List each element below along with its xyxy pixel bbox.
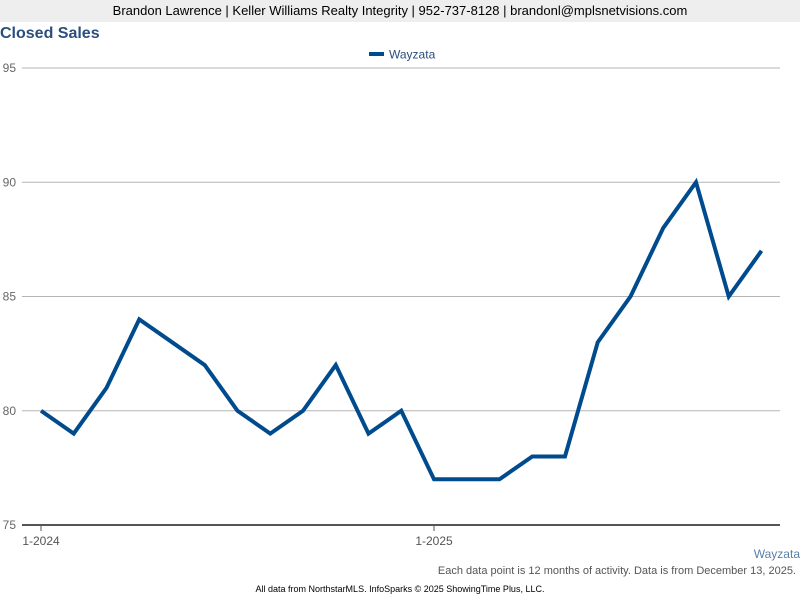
legend: Wayzata <box>369 48 436 62</box>
series-line-wayzata <box>39 177 764 482</box>
legend-label: Wayzata <box>389 48 436 62</box>
chart-title: Closed Sales <box>0 25 100 42</box>
footnote: Each data point is 12 months of activity… <box>437 565 796 577</box>
x-tick-label: 1-2025 <box>415 534 453 548</box>
axes: 75 80 85 90 95 1-2024 1-2025 <box>3 61 780 548</box>
y-tick-label: 80 <box>3 404 17 418</box>
header-contact-bar: Brandon Lawrence | Keller Williams Realt… <box>0 0 800 22</box>
y-tick-label: 75 <box>3 518 17 532</box>
y-tick-label: 90 <box>3 175 17 189</box>
x-tick-label: 1-2024 <box>22 534 60 548</box>
series-lines <box>39 177 764 482</box>
y-tick-label: 95 <box>3 61 17 75</box>
data-credit: All data from NorthstarMLS. InfoSparks ©… <box>255 584 545 594</box>
region-label: Wayzata <box>753 547 800 561</box>
y-tick-label: 85 <box>3 290 17 304</box>
grid-lines <box>22 67 780 412</box>
